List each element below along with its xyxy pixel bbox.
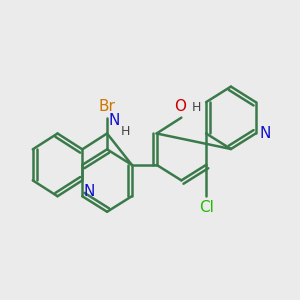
Text: N: N [109,112,120,128]
Text: O: O [174,99,186,114]
Text: H: H [121,125,130,138]
Text: N: N [84,184,95,199]
Text: Cl: Cl [199,200,214,215]
Text: N: N [260,126,271,141]
Text: H: H [192,101,201,114]
Text: Br: Br [99,99,116,114]
